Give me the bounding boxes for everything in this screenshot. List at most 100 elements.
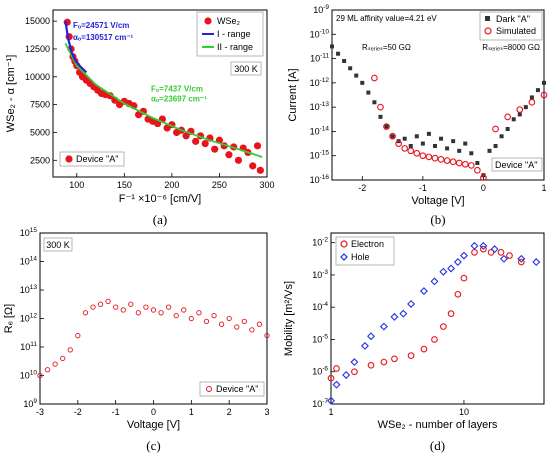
hole-point — [342, 370, 351, 379]
dark-current-point — [408, 144, 413, 148]
x-tick-label-c: 0 — [151, 407, 156, 417]
hole-point — [459, 251, 468, 260]
resistance-point — [75, 332, 81, 339]
dark-current-point — [529, 95, 534, 100]
simulated-point — [443, 157, 451, 164]
simulated-point — [467, 162, 475, 169]
resistance-point — [150, 307, 157, 313]
data-point-a — [253, 142, 262, 150]
dark-current-point — [360, 80, 365, 85]
dark-current-point — [390, 134, 395, 139]
x-tick-label-c: 2 — [227, 407, 232, 417]
y-tick-label-b: 10-11 — [310, 53, 329, 64]
y-tick-label-c: 1011 — [20, 341, 37, 352]
y-tick-label-a: 12500 — [25, 44, 50, 54]
resistance-point — [105, 298, 111, 305]
annotation-green-alpha: αₒ=23697 cm⁻¹ — [151, 94, 207, 103]
y-tick-label-a: 15000 — [25, 16, 50, 26]
resistance-point — [173, 312, 179, 319]
electron-point — [367, 361, 375, 369]
hole-point — [390, 312, 399, 321]
y-tick-label-b: 10-10 — [310, 28, 330, 39]
dark-current-point — [439, 136, 444, 141]
legend-b-box — [479, 11, 543, 41]
electron-point — [440, 323, 447, 330]
hole-point — [332, 380, 341, 389]
dark-current-point — [499, 134, 504, 139]
y-axis-label-b: Current [A] — [287, 68, 299, 121]
x-tick-label-a: 300 — [259, 180, 274, 190]
data-point-a — [211, 145, 219, 153]
resistance-point — [44, 367, 51, 373]
y-tick-label-d: 10-4 — [312, 301, 328, 312]
resistance-point — [188, 315, 194, 322]
caption-a: (a) — [153, 212, 167, 227]
dark-current-point — [463, 141, 468, 146]
data-point-a — [249, 162, 257, 170]
data-point-a — [201, 140, 209, 148]
resistance-point — [113, 304, 119, 310]
dark-current-point — [469, 151, 474, 156]
simulated-point — [377, 103, 384, 111]
y-tick-label-d: 10-5 — [312, 333, 328, 344]
x-tick-label-a: 150 — [117, 180, 132, 190]
simulated-point — [401, 145, 409, 152]
plot-c-frame — [39, 232, 268, 405]
simulated-point — [528, 98, 536, 106]
resistance-point — [97, 301, 104, 307]
electron-point — [497, 249, 505, 256]
simulated-point — [474, 166, 481, 174]
caption-b: (b) — [430, 212, 445, 227]
y-tick-label-c: 1014 — [20, 256, 38, 267]
resistance-point — [60, 355, 66, 362]
legend-c-marker — [206, 386, 212, 392]
resistance-point — [203, 318, 210, 324]
electron-point — [420, 345, 428, 353]
simulated-point — [455, 159, 463, 167]
dark-current-point — [535, 88, 540, 93]
device-b-box — [491, 157, 543, 172]
electron-point — [517, 258, 525, 266]
x-tick-label-c: 3 — [264, 407, 269, 417]
y-tick-label-b: 10-9 — [313, 4, 329, 15]
hole-point — [407, 300, 416, 308]
legend-b-marker-0 — [485, 16, 490, 21]
resistance-point — [211, 312, 217, 319]
electron-point — [431, 336, 438, 343]
y-tick-label-c: 1010 — [20, 370, 38, 381]
resistance-point — [67, 347, 73, 353]
resistance-point — [196, 310, 202, 316]
resistance-point — [128, 301, 134, 307]
data-point-a — [256, 166, 264, 174]
simulated-point — [540, 91, 548, 99]
y-tick-label-d: 10-6 — [312, 366, 328, 377]
y-axis-label-a: WSe₂ - α [cm⁻¹] — [5, 55, 17, 133]
dark-current-point — [432, 144, 437, 148]
dark-current-point — [426, 131, 431, 136]
hole-point — [517, 254, 526, 263]
legend-a-label-1: I - range — [217, 29, 251, 39]
electron-point — [447, 310, 455, 318]
x-tick-label-b: 0 — [481, 183, 486, 193]
legend-d-label-1: Hole — [351, 252, 370, 262]
y-tick-label-b: 10-15 — [310, 150, 330, 161]
x-tick-label-b: 1 — [541, 183, 546, 193]
hole-point — [327, 396, 335, 405]
dark-current-point — [336, 51, 341, 56]
dark-current-point — [523, 105, 528, 110]
electron-point — [471, 249, 478, 256]
hole-point — [470, 241, 479, 250]
hole-point — [350, 358, 359, 367]
dark-current-point — [342, 59, 347, 63]
electron-point — [506, 252, 513, 259]
y-tick-label-a: 10000 — [25, 72, 50, 82]
dark-current-point — [420, 141, 425, 146]
y-tick-label-a: 5000 — [30, 127, 50, 137]
caption-d: (d) — [430, 438, 445, 453]
x-tick-label-c: -2 — [74, 407, 82, 417]
dark-current-point — [493, 144, 498, 148]
hole-point — [367, 332, 376, 341]
plot-b-frame — [331, 9, 545, 181]
header-b: 29 ML affinity value=4.21 eV — [336, 14, 437, 23]
x-axis-label-c: Voltage [V] — [127, 419, 180, 431]
